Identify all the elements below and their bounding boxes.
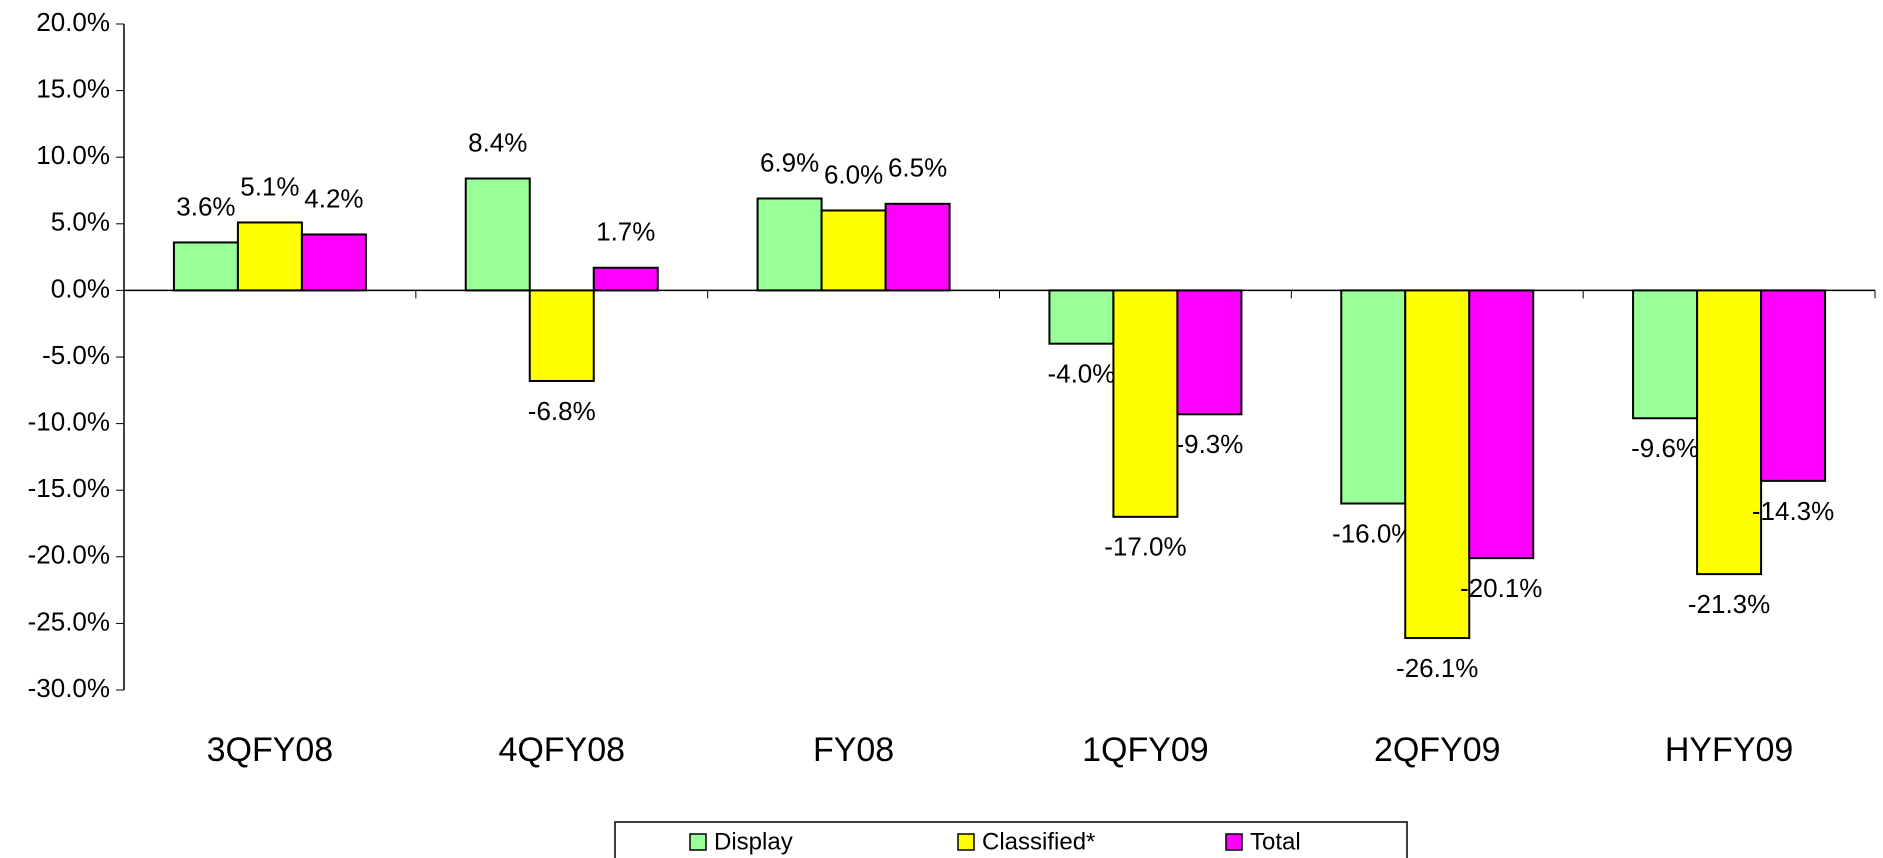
data-label: -26.1% xyxy=(1396,653,1478,683)
y-tick-label: -15.0% xyxy=(28,473,110,503)
y-tick-label: 5.0% xyxy=(51,207,110,237)
data-label: -4.0% xyxy=(1047,359,1115,389)
y-tick-label: -25.0% xyxy=(28,606,110,636)
bar xyxy=(1112,289,1179,518)
y-tick-label: -10.0% xyxy=(28,406,110,436)
data-label: -21.3% xyxy=(1688,589,1770,619)
data-label: 3.6% xyxy=(176,191,235,221)
bar xyxy=(1632,289,1699,420)
x-tick-label: 2QFY09 xyxy=(1374,731,1501,769)
legend-label: Total xyxy=(1250,828,1301,855)
legend-box xyxy=(614,821,1408,858)
y-tick-label: 0.0% xyxy=(51,273,110,303)
y-tick-label: 20.0% xyxy=(36,7,110,37)
x-tick-label: 4QFY08 xyxy=(498,731,625,769)
bar xyxy=(1760,289,1827,482)
legend-swatch xyxy=(689,833,707,851)
data-label: -6.8% xyxy=(528,396,596,426)
data-label: 1.7% xyxy=(596,217,655,247)
bar xyxy=(756,197,823,292)
bar xyxy=(528,289,595,382)
data-label: 6.5% xyxy=(888,153,947,183)
data-label: 5.1% xyxy=(240,171,299,201)
y-tick-label: -30.0% xyxy=(28,673,110,703)
bar xyxy=(300,233,367,292)
data-label: -17.0% xyxy=(1104,532,1186,562)
data-label: 4.2% xyxy=(304,183,363,213)
legend-swatch xyxy=(1225,833,1243,851)
bar xyxy=(1468,289,1535,560)
y-tick-label: 15.0% xyxy=(36,73,110,103)
x-tick-label: HYFY09 xyxy=(1665,731,1794,769)
data-label: -16.0% xyxy=(1332,518,1414,548)
bar xyxy=(1176,289,1243,416)
bar xyxy=(1048,289,1115,345)
bar xyxy=(820,209,887,292)
data-label: 6.9% xyxy=(760,147,819,177)
bar xyxy=(592,266,659,292)
bar xyxy=(1696,289,1763,576)
legend-swatch xyxy=(957,833,975,851)
bar xyxy=(1340,289,1407,505)
bar xyxy=(464,177,531,292)
bar xyxy=(236,221,303,292)
bar xyxy=(1404,289,1471,640)
y-tick-label: 10.0% xyxy=(36,140,110,170)
data-label: -9.6% xyxy=(1631,433,1699,463)
y-tick-label: -5.0% xyxy=(42,340,110,370)
data-label: -20.1% xyxy=(1460,573,1542,603)
data-label: 6.0% xyxy=(824,159,883,189)
data-label: -9.3% xyxy=(1175,429,1243,459)
legend-label: Classified* xyxy=(982,828,1095,855)
x-tick-label: FY08 xyxy=(813,731,894,769)
y-tick-label: -20.0% xyxy=(28,540,110,570)
x-tick-label: 3QFY08 xyxy=(207,731,334,769)
x-tick-label: 1QFY09 xyxy=(1082,731,1209,769)
bar xyxy=(884,202,951,292)
legend-label: Display xyxy=(714,828,793,855)
bar xyxy=(172,241,239,292)
data-label: -14.3% xyxy=(1752,496,1834,526)
data-label: 8.4% xyxy=(468,127,527,157)
